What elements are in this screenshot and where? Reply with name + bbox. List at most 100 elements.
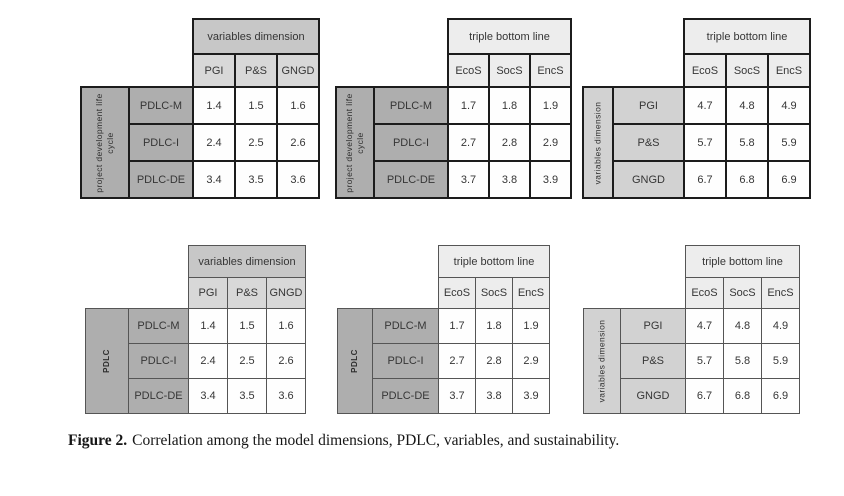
data-cell: 3.6 — [276, 160, 320, 199]
column-header: EcoS — [685, 277, 724, 309]
data-cell: 6.9 — [761, 378, 800, 414]
data-cell: 2.7 — [438, 343, 476, 379]
side-label: PDLC — [101, 349, 111, 373]
corner-spacer — [337, 245, 439, 309]
data-cell: 5.9 — [767, 123, 811, 162]
data-cell: 3.7 — [447, 160, 490, 199]
corner-spacer — [336, 19, 448, 87]
data-cell: 2.8 — [475, 343, 513, 379]
side-label-cell: variables dimension — [583, 308, 621, 414]
row-label: PDLC-I — [128, 343, 189, 379]
column-header: EcoS — [683, 53, 727, 88]
data-cell: 3.5 — [227, 378, 267, 414]
data-cell: 6.7 — [685, 378, 724, 414]
data-cell: 4.7 — [685, 308, 724, 344]
data-cell: 3.8 — [488, 160, 531, 199]
data-cell: 2.4 — [192, 123, 236, 162]
row-label: PDLC-M — [128, 308, 189, 344]
corner-spacer — [583, 19, 684, 87]
row-label: PDLC-M — [372, 308, 439, 344]
data-cell: 1.9 — [512, 308, 550, 344]
data-cell: 6.8 — [723, 378, 762, 414]
figure-caption: Figure 2. Correlation among the model dim… — [68, 432, 828, 450]
corner-spacer — [583, 245, 686, 309]
band-label: variables dimension — [188, 245, 306, 278]
data-cell: 1.4 — [192, 86, 236, 125]
table-variables-vs-tbl-top: triple bottom line EcoS SocS EncS variab… — [582, 18, 811, 199]
data-cell: 1.4 — [188, 308, 228, 344]
data-cell: 4.7 — [683, 86, 727, 125]
column-header: PGI — [192, 53, 236, 88]
data-cell: 5.9 — [761, 343, 800, 379]
column-header: EncS — [767, 53, 811, 88]
row-label: PDLC-I — [372, 343, 439, 379]
data-cell: 6.7 — [683, 160, 727, 199]
side-label: variables dimension — [592, 101, 603, 184]
column-header: EcoS — [447, 53, 490, 88]
row-label: PDLC-DE — [128, 160, 194, 199]
data-cell: 2.4 — [188, 343, 228, 379]
table-pdlc-vs-variables-expanded: variables dimension PGI P&S GNGD project… — [80, 18, 320, 199]
row-label: PDLC-I — [128, 123, 194, 162]
data-cell: 3.9 — [512, 378, 550, 414]
row-label: P&S — [620, 343, 686, 379]
data-cell: 2.5 — [234, 123, 278, 162]
data-cell: 1.6 — [276, 86, 320, 125]
side-label: project development life cycle — [343, 92, 365, 193]
side-label: project development life cycle — [93, 92, 115, 193]
data-cell: 6.8 — [725, 160, 769, 199]
data-cell: 2.5 — [227, 343, 267, 379]
figure-caption-label: Figure 2. — [68, 432, 128, 449]
data-cell: 2.6 — [276, 123, 320, 162]
data-cell: 4.9 — [761, 308, 800, 344]
row-label: GNGD — [612, 160, 685, 199]
column-header: SocS — [475, 277, 513, 309]
data-cell: 2.7 — [447, 123, 490, 162]
column-header: SocS — [723, 277, 762, 309]
row-label: GNGD — [620, 378, 686, 414]
data-cell: 2.9 — [512, 343, 550, 379]
data-cell: 3.5 — [234, 160, 278, 199]
data-cell: 2.6 — [266, 343, 306, 379]
column-header: EncS — [529, 53, 572, 88]
data-cell: 1.5 — [227, 308, 267, 344]
side-label-cell: variables dimension — [582, 86, 614, 199]
data-cell: 5.7 — [683, 123, 727, 162]
column-header: GNGD — [276, 53, 320, 88]
row-label: PDLC-I — [373, 123, 449, 162]
row-label: PDLC-DE — [373, 160, 449, 199]
row-label: P&S — [612, 123, 685, 162]
side-label-cell: PDLC — [337, 308, 373, 414]
data-cell: 1.8 — [475, 308, 513, 344]
side-label-cell: PDLC — [85, 308, 129, 414]
data-cell: 3.7 — [438, 378, 476, 414]
data-cell: 3.9 — [529, 160, 572, 199]
data-cell: 4.8 — [723, 308, 762, 344]
corner-spacer — [81, 19, 193, 87]
data-cell: 1.5 — [234, 86, 278, 125]
column-header: SocS — [725, 53, 769, 88]
data-cell: 2.8 — [488, 123, 531, 162]
data-cell: 3.4 — [192, 160, 236, 199]
column-header: P&S — [234, 53, 278, 88]
data-cell: 1.6 — [266, 308, 306, 344]
data-cell: 5.8 — [725, 123, 769, 162]
figure-caption-text: Correlation among the model dimensions, … — [132, 432, 620, 449]
band-label: triple bottom line — [447, 18, 572, 55]
table-variables-vs-tbl-bottom: triple bottom line EcoS SocS EncS variab… — [583, 245, 800, 414]
data-cell: 1.9 — [529, 86, 572, 125]
data-cell: 5.8 — [723, 343, 762, 379]
column-header: EcoS — [438, 277, 476, 309]
column-header: SocS — [488, 53, 531, 88]
data-cell: 4.9 — [767, 86, 811, 125]
data-cell: 5.7 — [685, 343, 724, 379]
band-label: triple bottom line — [438, 245, 550, 278]
column-header: PGI — [188, 277, 228, 309]
table-pdlc-vs-variables-short: variables dimension PGI P&S GNGD PDLC PD… — [85, 245, 306, 414]
data-cell: 1.7 — [447, 86, 490, 125]
row-label: PDLC-M — [128, 86, 194, 125]
band-label: triple bottom line — [683, 18, 811, 55]
table-pdlc-vs-tbl-expanded: triple bottom line EcoS SocS EncS projec… — [335, 18, 572, 199]
data-cell: 6.9 — [767, 160, 811, 199]
